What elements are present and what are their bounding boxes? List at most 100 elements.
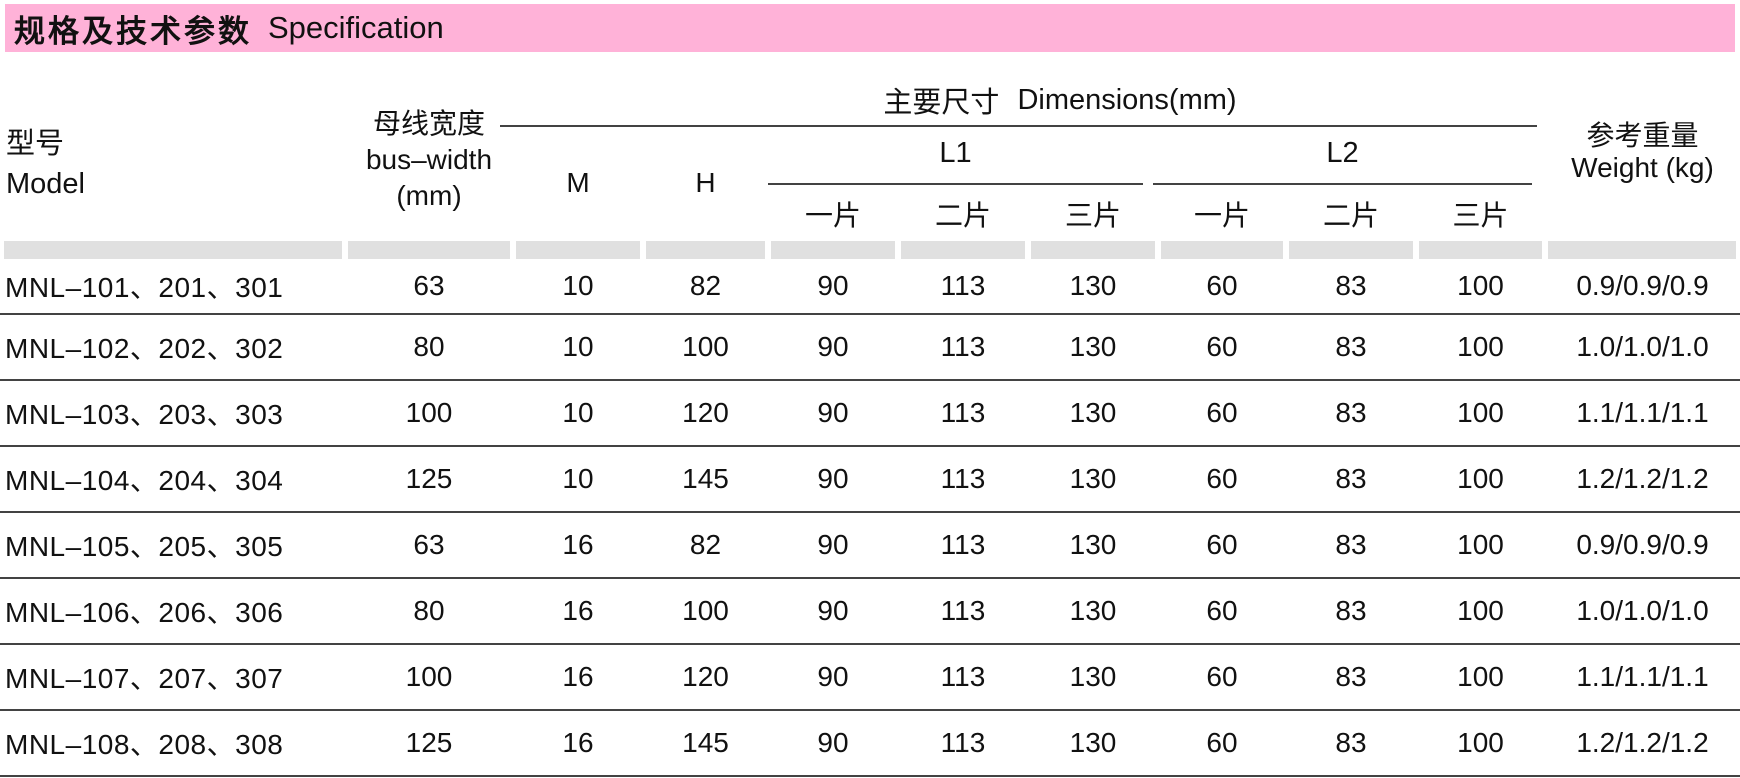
weight-cell: 1.2/1.2/1.2	[1576, 463, 1709, 494]
l2-one-piece-cell: 60	[1206, 270, 1238, 301]
bus-width-line-unit: (mm)	[396, 180, 462, 211]
mh-header-row: M H	[0, 164, 1740, 202]
l1-two-piece-cell: 113	[940, 270, 986, 301]
l1-two-piece-cell: 113	[940, 331, 986, 362]
dimensions-label-zh: 主要尺寸	[883, 87, 1000, 119]
l2-three-piece-cell: 100	[1457, 661, 1504, 692]
bus-width-cell: 125	[405, 463, 453, 494]
l1-three-piece-cell: 130	[1069, 270, 1117, 301]
m-cell: 10	[562, 331, 594, 362]
weight-label-en: Weight (kg)	[1571, 152, 1714, 183]
table-row: MNL–108、208、308 125 16 145 90 113 130 60…	[0, 711, 1740, 777]
bus-width-cell: 80	[413, 595, 445, 626]
bus-width-line-zh: 母线宽度	[372, 108, 485, 139]
l1-one-piece-cell: 90	[817, 270, 849, 301]
column-header-h: H	[695, 167, 716, 198]
l2-one-piece-cell: 60	[1206, 661, 1238, 692]
bus-width-cell: 80	[413, 331, 445, 362]
l2-three-piece-cell: 100	[1457, 270, 1504, 301]
model-cell: MNL–107、207、307	[5, 663, 284, 694]
bus-width-cell: 100	[405, 661, 453, 692]
l2-one-piece-cell: 60	[1206, 331, 1238, 362]
l2-underline	[1153, 183, 1532, 185]
l2-two-piece-cell: 83	[1335, 331, 1367, 362]
l2-three-piece-cell: 100	[1457, 595, 1504, 626]
column-header-model-en: Model	[6, 168, 85, 200]
l1-two-piece-cell: 113	[940, 661, 986, 692]
l1-one-piece-cell: 90	[817, 595, 849, 626]
band-segment	[1028, 241, 1158, 259]
group-header-dimensions: 主要尺寸 Dimensions(mm)	[810, 84, 1310, 120]
spacer	[0, 196, 345, 232]
weight-cell: 1.0/1.0/1.0	[1576, 595, 1709, 626]
h-cell: 100	[682, 331, 729, 362]
column-header-model-zh: 型号	[6, 128, 65, 160]
dimensions-underline	[500, 125, 1537, 127]
l1-underline	[768, 183, 1143, 185]
l1-one-piece-cell: 90	[817, 529, 849, 560]
l2-two-piece-cell: 83	[1335, 463, 1367, 494]
column-header-l2-two-piece: 二片	[1322, 200, 1379, 231]
band-segment	[1416, 241, 1545, 259]
h-cell: 82	[689, 529, 722, 560]
l1-three-piece-cell: 130	[1069, 463, 1117, 494]
band-segment	[1286, 241, 1416, 259]
weight-cell: 1.1/1.1/1.1	[1576, 397, 1709, 428]
column-header-weight: 参考重量 Weight (kg)	[1545, 120, 1740, 184]
weight-label-zh: 参考重量	[1586, 120, 1699, 151]
column-header-model: 型号 Model	[6, 124, 85, 204]
l2-two-piece-cell: 83	[1335, 595, 1367, 626]
m-cell: 16	[562, 727, 594, 758]
l2-two-piece-cell: 83	[1335, 397, 1367, 428]
l2-three-piece-cell: 100	[1457, 529, 1504, 560]
l2-three-piece-cell: 100	[1457, 463, 1504, 494]
model-cell: MNL–105、205、305	[5, 531, 284, 562]
group-header-l1: L1	[939, 137, 972, 169]
table-row: MNL–107、207、307 100 16 120 90 113 130 60…	[0, 645, 1740, 711]
band-segment	[898, 241, 1028, 259]
l1-one-piece-cell: 90	[817, 661, 849, 692]
table-row: MNL–106、206、306 80 16 100 90 113 130 60 …	[0, 579, 1740, 645]
spacer	[1545, 196, 1740, 232]
bus-width-cell: 125	[405, 727, 453, 758]
bus-width-cell: 63	[413, 270, 445, 301]
model-cell: MNL–108、208、308	[5, 729, 284, 760]
l1-two-piece-cell: 113	[940, 463, 986, 494]
h-cell: 100	[682, 595, 729, 626]
weight-cell: 0.9/0.9/0.9	[1576, 529, 1709, 560]
column-header-l2-three-piece: 三片	[1452, 200, 1509, 231]
l1-three-piece-cell: 130	[1069, 529, 1117, 560]
column-header-m: M	[566, 167, 590, 198]
m-cell: 16	[562, 661, 594, 692]
l1-two-piece-cell: 113	[940, 595, 986, 626]
l2-one-piece-cell: 60	[1206, 463, 1238, 494]
l1-two-piece-cell: 113	[940, 397, 986, 428]
column-header-l1-three-piece: 三片	[1064, 200, 1121, 231]
h-cell: 145	[682, 463, 729, 494]
m-cell: 16	[562, 595, 594, 626]
h-cell: 82	[689, 270, 722, 301]
page-title-en: Specification	[268, 10, 444, 45]
page-title-zh: 规格及技术参数	[14, 13, 252, 49]
bus-width-cell: 100	[405, 397, 453, 428]
column-separator-band	[0, 241, 1740, 259]
bus-width-cell: 63	[413, 529, 445, 560]
l1-two-piece-cell: 113	[940, 727, 986, 758]
l2-one-piece-cell: 60	[1206, 727, 1238, 758]
table-body: MNL–101、201、301 63 10 82 90 113 130 60 8…	[0, 259, 1740, 777]
model-cell: MNL–101、201、301	[5, 272, 284, 303]
band-segment	[643, 241, 768, 259]
pieces-header-row: 一片 二片 三片 一片 二片 三片	[0, 196, 1740, 232]
spacer	[345, 196, 513, 232]
l1-one-piece-cell: 90	[817, 331, 849, 362]
l2-one-piece-cell: 60	[1206, 529, 1238, 560]
h-cell: 145	[682, 727, 729, 758]
l1-three-piece-cell: 130	[1069, 661, 1117, 692]
l2-three-piece-cell: 100	[1457, 397, 1504, 428]
l2-two-piece-cell: 83	[1335, 529, 1367, 560]
table-row: MNL–101、201、301 63 10 82 90 113 130 60 8…	[0, 259, 1740, 315]
title-bar: 规格及技术参数 Specification	[5, 4, 1735, 52]
band-segment	[1545, 241, 1740, 259]
l1-three-piece-cell: 130	[1069, 397, 1117, 428]
m-cell: 10	[562, 463, 594, 494]
